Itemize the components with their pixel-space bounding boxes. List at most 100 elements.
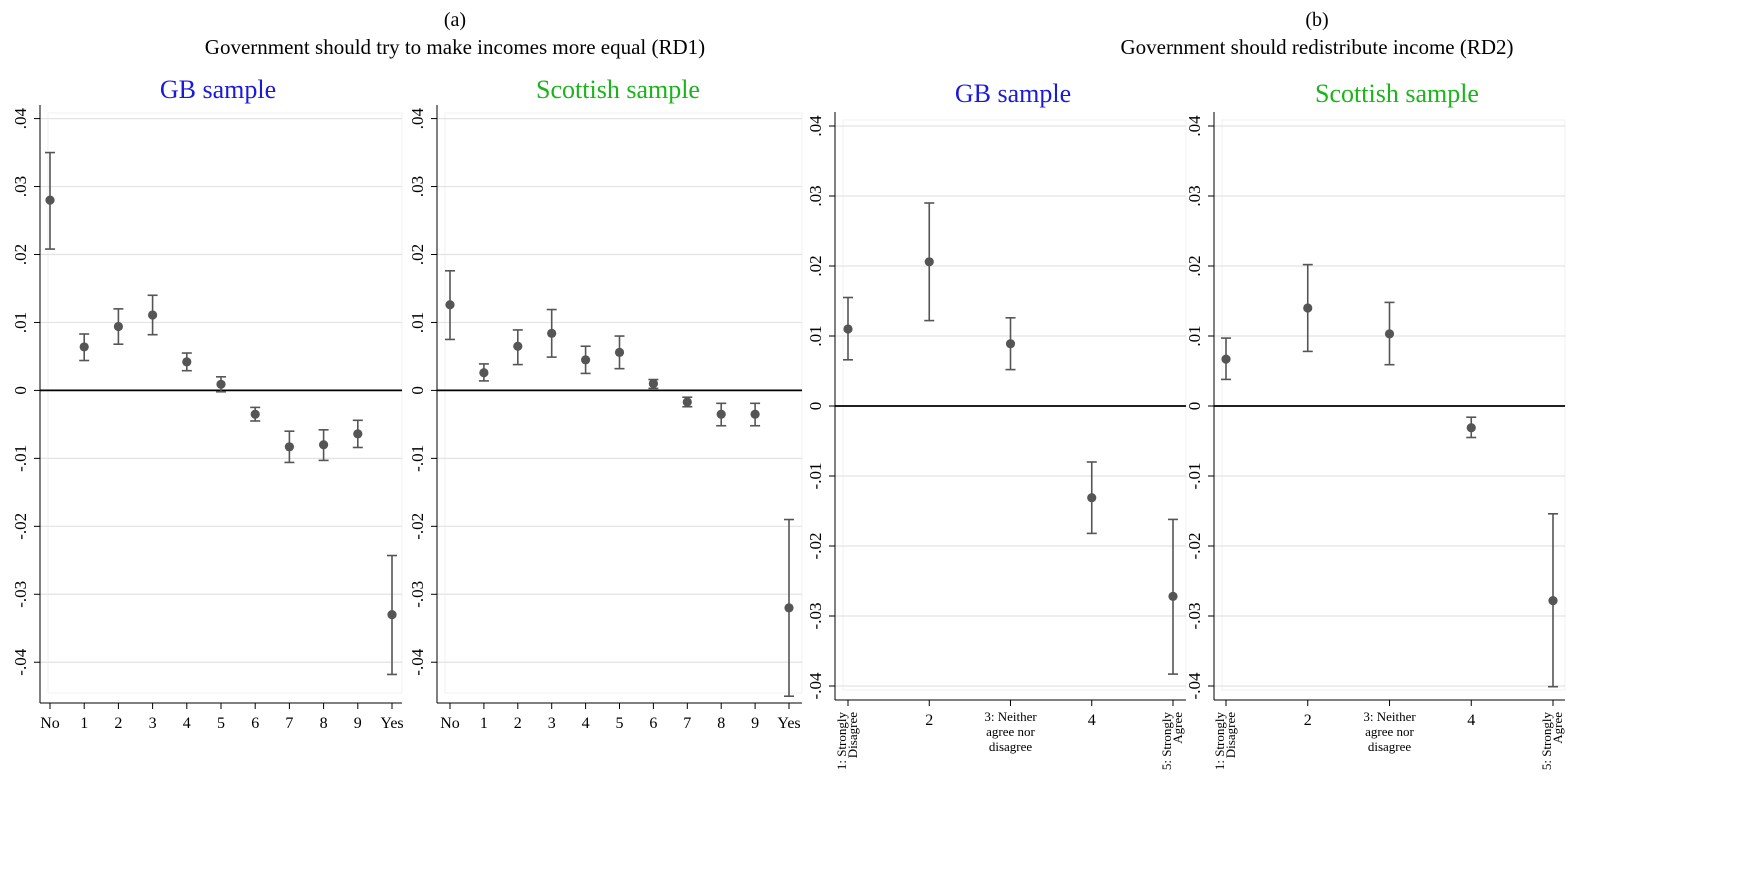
plot-region (842, 119, 1187, 691)
y-tick-label: -.03 (11, 581, 30, 608)
x-tick-label-line: agree nor (986, 724, 1035, 739)
x-tick-label: 8 (320, 715, 328, 732)
data-point (924, 257, 934, 267)
y-tick-label: -.02 (806, 533, 825, 560)
x-tick-label: 8 (717, 715, 725, 732)
y-tick-label: .03 (1185, 185, 1204, 206)
data-point (750, 409, 760, 419)
chart-1: GB sample .04 .03 .02 .01 0 -.01 -.02 -.03 -.04 No… (11, 75, 404, 732)
data-point (843, 324, 853, 334)
plot-region (1221, 119, 1566, 691)
x-tick-label: Yes (380, 715, 403, 732)
data-point (1087, 493, 1097, 503)
x-tick-label-line: Agree (1170, 712, 1185, 744)
x-tick-label-line: agree nor (1365, 724, 1414, 739)
x-tick-label: 4 (1088, 712, 1096, 729)
data-point (445, 300, 455, 310)
x-tick-label: 6 (251, 715, 259, 732)
data-point (614, 347, 625, 357)
x-tick-label-line: 1: Strongly (834, 712, 849, 771)
plot-region (444, 112, 803, 694)
x-tick-label: 7 (285, 715, 293, 732)
x-tick-label: 5: StronglyAgree (1159, 712, 1185, 771)
y-tick-label: .02 (1185, 255, 1204, 276)
data-point (387, 610, 397, 620)
data-point (216, 379, 226, 389)
x-tick-label: 2 (1304, 712, 1312, 729)
x-tick-label: 2 (514, 715, 522, 732)
y-tick-label: .04 (806, 115, 825, 137)
x-tick-label-line: Agree (1550, 712, 1565, 744)
x-tick-label: 4 (1467, 712, 1475, 729)
x-tick-label-line: disagree (1368, 739, 1412, 754)
x-tick-label-line: Disagree (845, 712, 860, 758)
y-tick-label: -.04 (11, 648, 30, 675)
data-point (716, 409, 726, 419)
panel-b-subtitle: Government should redistribute income (R… (1120, 35, 1513, 59)
x-tick-label: 1: StronglyDisagree (834, 712, 860, 771)
panel-b-letter: (b) (1305, 9, 1328, 31)
data-point (547, 328, 557, 338)
plot-region (47, 112, 403, 694)
data-point (113, 321, 123, 332)
y-tick-label: 0 (1185, 402, 1204, 411)
data-point (1466, 423, 1476, 433)
chart-3: GB sample .04 .03 .02 .01 0 -.01 -.02 -.03 -.04 1:… (806, 79, 1187, 771)
data-point (79, 342, 89, 352)
chart-title: GB sample (955, 79, 1071, 108)
data-point (784, 603, 794, 613)
y-tick-label: 0 (11, 386, 30, 395)
x-tick-label: 1: StronglyDisagree (1212, 712, 1238, 771)
x-tick-label: Yes (777, 715, 800, 732)
y-tick-label: 0 (408, 386, 427, 395)
data-point (1221, 354, 1231, 364)
x-tick-label-line: 5: Strongly (1159, 712, 1174, 771)
x-tick-label: 9 (751, 715, 759, 732)
data-point (284, 442, 294, 452)
data-point (648, 379, 659, 389)
y-tick-label: .04 (11, 107, 30, 129)
panel-a-letter: (a) (444, 9, 466, 31)
x-tick-label-line: disagree (989, 739, 1033, 754)
y-tick-label: -.02 (408, 513, 427, 540)
y-tick-label: .03 (408, 176, 427, 197)
y-tick-label: .02 (806, 255, 825, 276)
x-tick-label-line: Disagree (1223, 712, 1238, 758)
x-tick-label: No (440, 715, 460, 732)
y-tick-label: .01 (806, 325, 825, 346)
x-tick-label: 2 (925, 712, 933, 729)
x-tick-label: 5: StronglyAgree (1539, 712, 1565, 771)
data-point (1303, 303, 1313, 313)
y-tick-label: .02 (408, 244, 427, 265)
data-point (319, 440, 329, 450)
y-tick-label: -.03 (408, 581, 427, 608)
chart-4: Scottish sample .04 .03 .02 .01 0 -.01 -.02 -.03… (1185, 79, 1566, 771)
data-point (353, 429, 363, 439)
x-tick-label: 9 (354, 715, 362, 732)
y-tick-label: -.04 (408, 648, 427, 675)
data-point (682, 397, 692, 407)
chart-title: Scottish sample (1315, 79, 1479, 108)
x-tick-label: 4 (183, 715, 191, 732)
charts-group: GB sample .04 .03 .02 .01 0 -.01 -.02 -.03 -.04 No… (11, 75, 1566, 771)
data-point (1548, 596, 1558, 606)
data-point (479, 368, 489, 378)
x-tick-label: 6 (649, 715, 657, 732)
x-tick-label-line: 5: Strongly (1539, 712, 1554, 771)
data-point (1384, 329, 1395, 339)
y-tick-label: .03 (806, 185, 825, 206)
x-tick-label-line: 3: Neither (984, 709, 1037, 724)
x-tick-label: 3: Neither agree nor disagree (984, 709, 1037, 754)
data-point (250, 409, 260, 419)
y-tick-label: .01 (408, 312, 427, 333)
data-point (1005, 339, 1016, 349)
y-tick-label: .01 (11, 312, 30, 333)
y-tick-label: -.04 (1185, 672, 1204, 699)
x-tick-label: 3: Neither agree nor disagree (1363, 709, 1416, 754)
y-tick-label: -.02 (11, 513, 30, 540)
x-tick-label: No (40, 715, 60, 732)
y-tick-label: -.01 (408, 445, 427, 472)
data-point (513, 341, 523, 351)
y-tick-label: .03 (11, 176, 30, 197)
